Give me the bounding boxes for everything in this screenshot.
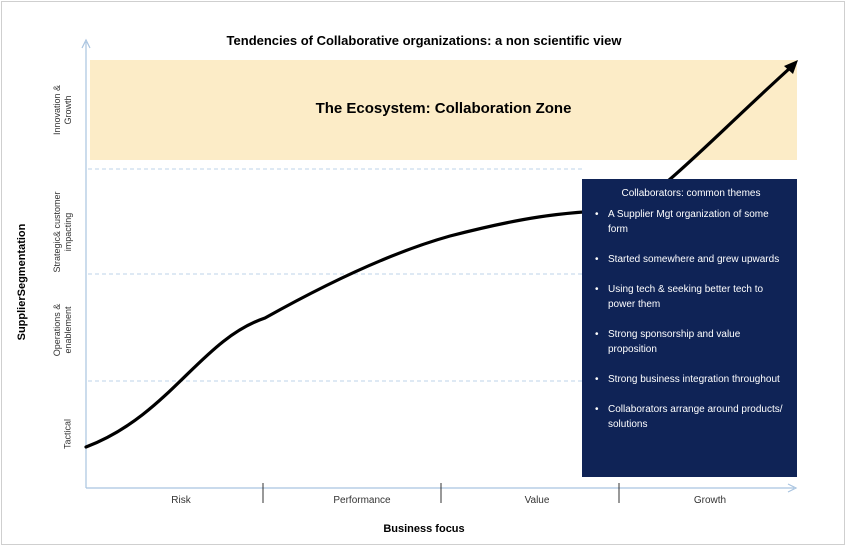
callout-item: Collaborators arrange around products/ s… [595, 402, 787, 432]
x-tick-growth: Growth [693, 495, 727, 506]
callout-item: Using tech & seeking better tech to powe… [595, 282, 787, 312]
x-tick-performance: Performance [333, 495, 391, 506]
y-tick-label: Strategic& customer impacting [52, 191, 73, 273]
callout-box: Collaborators: common themes A Supplier … [582, 179, 797, 477]
x-axis-label: Business focus [383, 523, 465, 535]
zone-label: The Ecosystem: Collaboration Zone [315, 100, 572, 117]
callout-list: A Supplier Mgt organization of some form… [595, 207, 787, 432]
y-axis-arrowhead [81, 38, 91, 49]
x-axis-arrowhead [787, 483, 798, 493]
callout-item: A Supplier Mgt organization of some form [595, 207, 787, 237]
diagram-title: Tendencies of Collaborative organization… [226, 33, 622, 48]
collaboration-zone [90, 60, 797, 160]
y-tick-label: Operations & enablement [52, 303, 73, 357]
growth-arrowhead [784, 60, 798, 74]
x-tick-risk: Risk [171, 495, 191, 506]
y-axis-label: SupplierSegmentation [16, 223, 28, 341]
y-tick-label: Tactical [62, 419, 73, 450]
y-tick-label: Innovation & Growth [52, 84, 73, 136]
callout-item: Strong business integration throughout [595, 372, 787, 387]
callout-item: Strong sponsorship and value proposition [595, 327, 787, 357]
x-tick-value: Value [524, 495, 550, 506]
callout-item: Started somewhere and grew upwards [595, 252, 787, 267]
callout-title: Collaborators: common themes [621, 188, 761, 199]
